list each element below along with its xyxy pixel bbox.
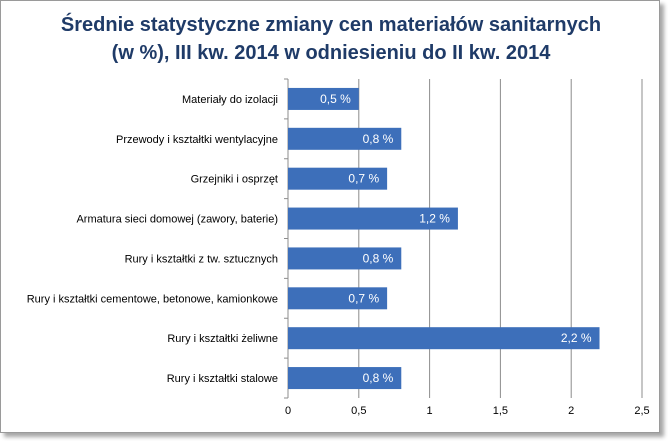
x-tick-label: 1,5 (493, 405, 508, 417)
x-tick-label: 2,5 (634, 405, 649, 417)
x-tick-label: 0 (285, 405, 291, 417)
bar (288, 247, 402, 270)
x-tick-label: 1 (427, 405, 433, 417)
data-label: 0,7 % (348, 291, 379, 305)
data-label: 2,2 % (561, 331, 592, 345)
chart-title: Średnie statystyczne zmiany cen materiał… (1, 11, 661, 67)
category-label: Rury i kształtki żeliwne (167, 333, 278, 345)
category-label: Rury i kształtki stalowe (167, 373, 278, 385)
data-label: 0,5 % (320, 92, 351, 106)
bar (288, 287, 388, 310)
bar (288, 127, 402, 150)
chart-title-line-2: (w %), III kw. 2014 w odniesieniu do II … (111, 42, 551, 64)
data-label: 0,8 % (363, 371, 394, 385)
bar (288, 167, 388, 190)
bar (288, 327, 600, 350)
category-label: Rury i kształtki cementowe, betonowe, ka… (27, 293, 278, 305)
category-label: Materiały do izolacji (182, 94, 278, 106)
data-label: 1,2 % (419, 212, 450, 226)
bar (288, 87, 359, 110)
category-label: Grzejniki i osprzęt (191, 174, 278, 186)
data-label: 0,7 % (348, 172, 379, 186)
data-label: 0,8 % (363, 251, 394, 265)
bar (288, 367, 402, 390)
chart-frame: Średnie statystyczne zmiany cen materiał… (0, 0, 660, 433)
x-tick-label: 0,5 (351, 405, 366, 417)
category-label: Armatura sieci domowej (zawory, baterie) (76, 214, 278, 226)
category-label: Rury i kształtki z tw. sztucznych (125, 253, 278, 265)
data-label: 0,8 % (363, 132, 394, 146)
x-tick-label: 2 (568, 405, 574, 417)
category-label: Przewody i kształtki wentylacyjne (116, 134, 278, 146)
bar (288, 207, 458, 230)
chart-title-line-1: Średnie statystyczne zmiany cen materiał… (60, 14, 602, 36)
